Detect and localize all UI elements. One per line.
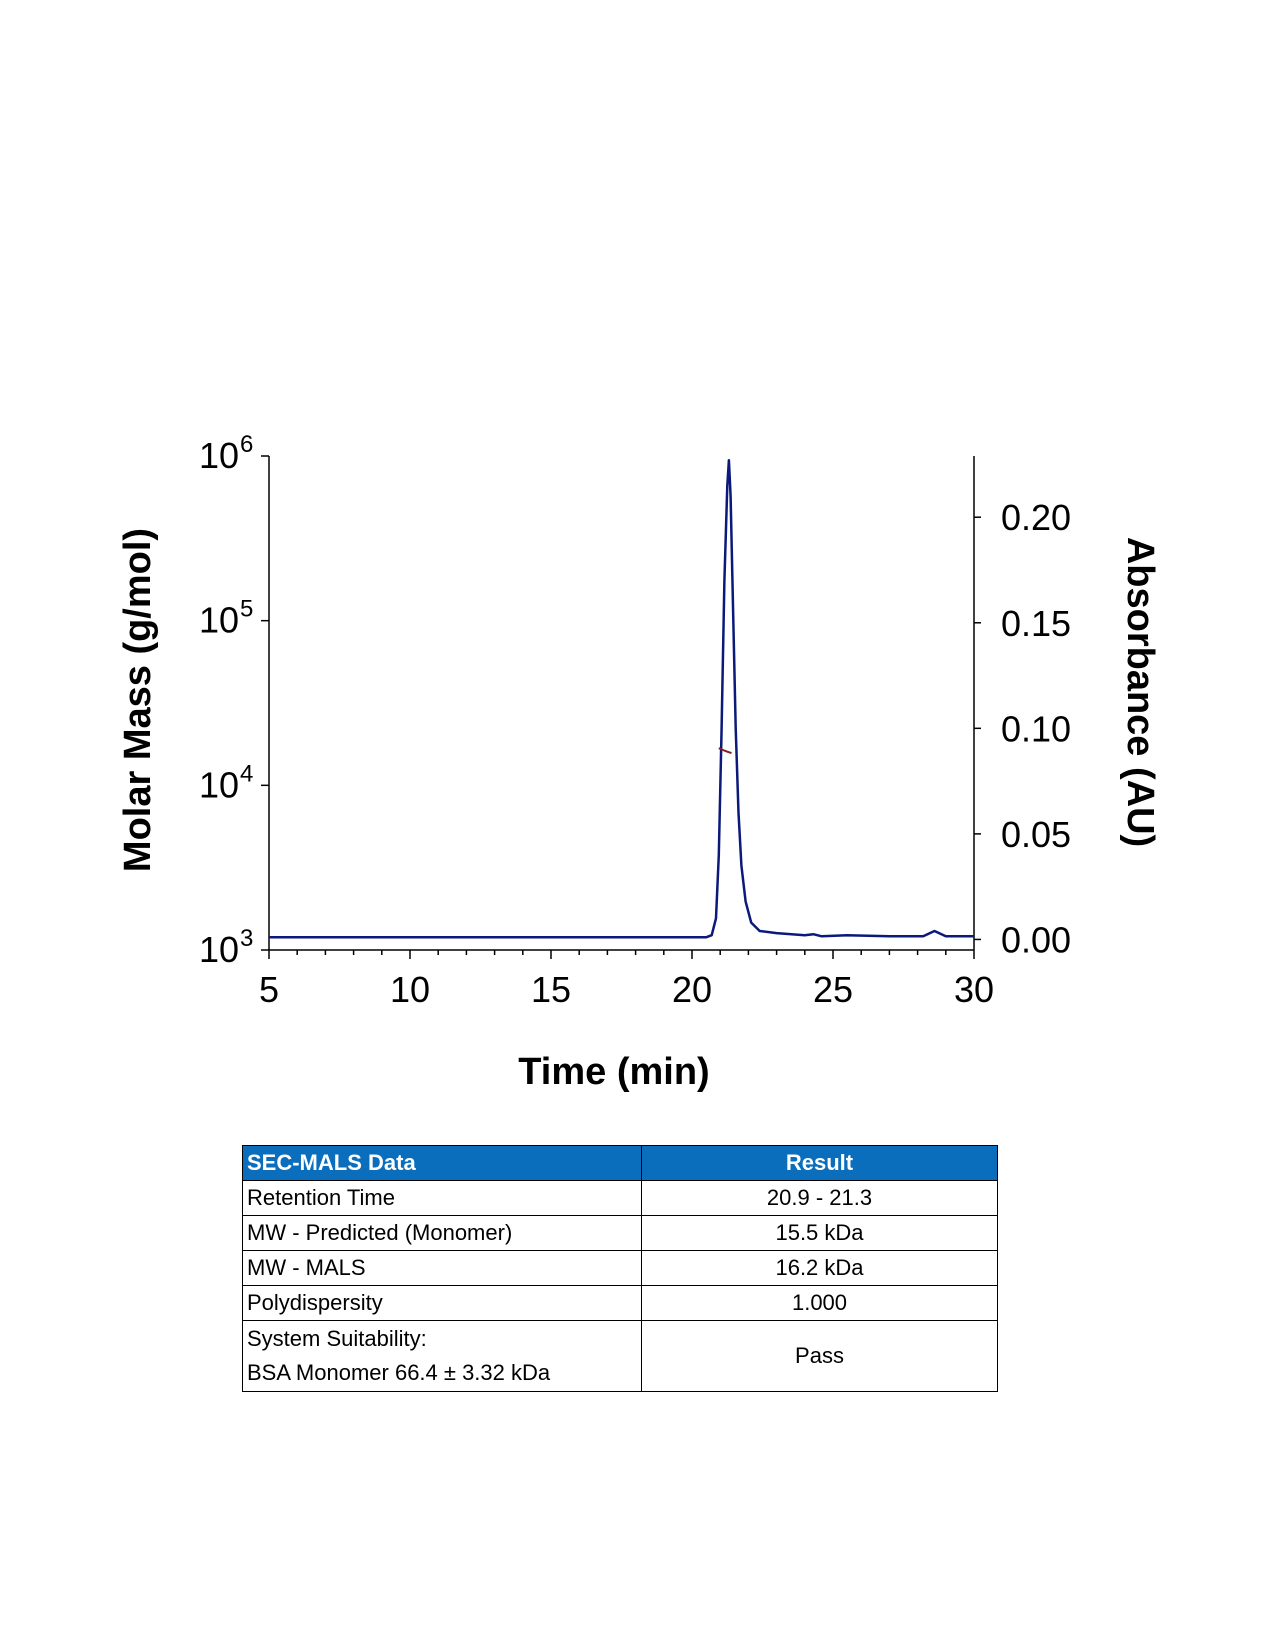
row-value: 1.000	[641, 1285, 998, 1321]
x-tick-label: 30	[954, 969, 994, 1010]
x-tick-label: 20	[672, 969, 712, 1010]
header-cell: SEC-MALS Data	[242, 1145, 642, 1181]
row-label: System Suitability: BSA Monomer 66.4 ± 3…	[242, 1320, 642, 1392]
y-axis-left-title: Molar Mass (g/mol)	[117, 528, 159, 872]
row-label: Retention Time	[242, 1180, 642, 1216]
table-row: MW - Predicted (Monomer) 15.5 kDa	[242, 1215, 998, 1251]
y-right-tick-label: 0.00	[1001, 919, 1071, 960]
y-left-tick-exponent: 6	[240, 431, 253, 458]
axes	[268, 456, 975, 951]
y-left-tick-exponent: 5	[240, 596, 253, 623]
sec-mals-table: SEC-MALS Data Result Retention Time 20.9…	[242, 1145, 998, 1392]
row-label: MW - Predicted (Monomer)	[242, 1215, 642, 1251]
x-tick-label: 15	[531, 969, 571, 1010]
table-row: MW - MALS 16.2 kDa	[242, 1250, 998, 1286]
header-cell: Result	[641, 1145, 998, 1181]
row-label: MW - MALS	[242, 1250, 642, 1286]
table-row: System Suitability: BSA Monomer 66.4 ± 3…	[242, 1320, 998, 1392]
y-left-tick-label: 10	[199, 435, 239, 476]
x-tick-label: 10	[390, 969, 430, 1010]
row-value: 15.5 kDa	[641, 1215, 998, 1251]
x-axis-title: Time (min)	[518, 1051, 709, 1093]
absorbance-line	[269, 458, 974, 939]
row-value: 20.9 - 21.3	[641, 1180, 998, 1216]
y-left-tick-exponent: 3	[240, 925, 253, 952]
molar-mass-line	[718, 747, 732, 755]
row-value: 16.2 kDa	[641, 1250, 998, 1286]
y-right-tick-label: 0.20	[1001, 497, 1071, 538]
y-left-tick-label: 10	[199, 764, 239, 805]
series	[269, 458, 974, 939]
row-label-line: System Suitability:	[247, 1326, 427, 1351]
table-row: Retention Time 20.9 - 21.3	[242, 1180, 998, 1216]
y-left-tick-exponent: 4	[240, 760, 253, 787]
row-label: Polydispersity	[242, 1285, 642, 1321]
y-right-tick-label: 0.15	[1001, 603, 1071, 644]
table-row: Polydispersity 1.000	[242, 1285, 998, 1321]
row-value: Pass	[641, 1320, 998, 1392]
y-right-tick-label: 0.10	[1001, 708, 1071, 749]
y-left-tick-label: 10	[199, 929, 239, 970]
x-tick-label: 5	[259, 969, 279, 1010]
y-axis-right-title: Absorbance (AU)	[1119, 537, 1161, 847]
table-header-row: SEC-MALS Data Result	[242, 1145, 998, 1181]
row-label-line: BSA Monomer 66.4 ± 3.32 kDa	[247, 1360, 551, 1385]
x-tick-label: 25	[813, 969, 853, 1010]
y-right-tick-label: 0.05	[1001, 814, 1071, 855]
y-left-tick-label: 10	[199, 600, 239, 641]
